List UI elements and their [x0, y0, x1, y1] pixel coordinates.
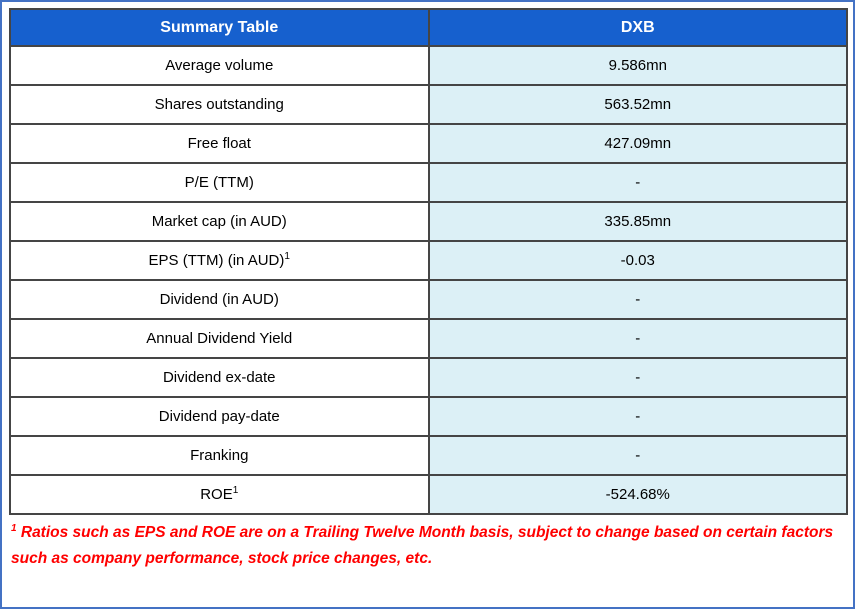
table-row: P/E (TTM) - [9, 162, 848, 203]
header-cell-summary-table: Summary Table [9, 8, 430, 47]
metric-label: P/E (TTM) [9, 162, 430, 203]
footnote-text: Ratios such as EPS and ROE are on a Trai… [11, 524, 834, 568]
metric-value: -524.68% [427, 474, 848, 515]
table-row: Dividend pay-date - [9, 396, 848, 437]
header-row: Summary Table DXB [9, 8, 848, 47]
metric-value: - [427, 318, 848, 359]
table-row: Free float 427.09mn [9, 123, 848, 164]
table-row: ROE1 -524.68% [9, 474, 848, 515]
metric-label: Dividend pay-date [9, 396, 430, 437]
metric-label: ROE1 [9, 474, 430, 515]
table-row: Average volume 9.586mn [9, 45, 848, 86]
metric-superscript: 1 [232, 485, 239, 496]
metric-label: Dividend (in AUD) [9, 279, 430, 320]
metric-value: 563.52mn [427, 84, 848, 125]
summary-table-header: Summary Table DXB [9, 8, 848, 47]
footnote-superscript: 1 [11, 522, 17, 534]
metric-value: 427.09mn [427, 123, 848, 164]
metric-value: 335.85mn [427, 201, 848, 242]
table-row: Market cap (in AUD) 335.85mn [9, 201, 848, 242]
metric-label: Market cap (in AUD) [9, 201, 430, 242]
table-row: Franking - [9, 435, 848, 476]
metric-label: Average volume [9, 45, 430, 86]
metric-label: Free float [9, 123, 430, 164]
header-cell-ticker-dxb: DXB [427, 8, 848, 47]
metric-value: - [427, 357, 848, 398]
summary-table-body: Average volume 9.586mn Shares outstanding 5… [9, 45, 848, 515]
metric-label: EPS (TTM) (in AUD)1 [9, 240, 430, 281]
metric-value: - [427, 396, 848, 437]
metric-label: Dividend ex-date [9, 357, 430, 398]
table-row: EPS (TTM) (in AUD)1 -0.03 [9, 240, 848, 281]
metric-value: - [427, 162, 848, 203]
table-row: Shares outstanding 563.52mn [9, 84, 848, 125]
metric-value: - [427, 279, 848, 320]
metric-label: Annual Dividend Yield [9, 318, 430, 359]
summary-table: Summary Table DXB Average volume 9.586mn S… [9, 8, 848, 515]
table-row: Annual Dividend Yield - [9, 318, 848, 359]
metric-value: 9.586mn [427, 45, 848, 86]
metric-superscript: 1 [284, 251, 290, 262]
table-row: Dividend (in AUD) - [9, 279, 848, 320]
metric-label: Shares outstanding [9, 84, 430, 125]
table-row: Dividend ex-date - [9, 357, 848, 398]
metric-value: -0.03 [427, 240, 848, 281]
metric-value: - [427, 435, 848, 476]
footnote: 1 Ratios such as EPS and ROE are on a Tr… [9, 515, 848, 573]
metric-label: Franking [9, 435, 430, 476]
